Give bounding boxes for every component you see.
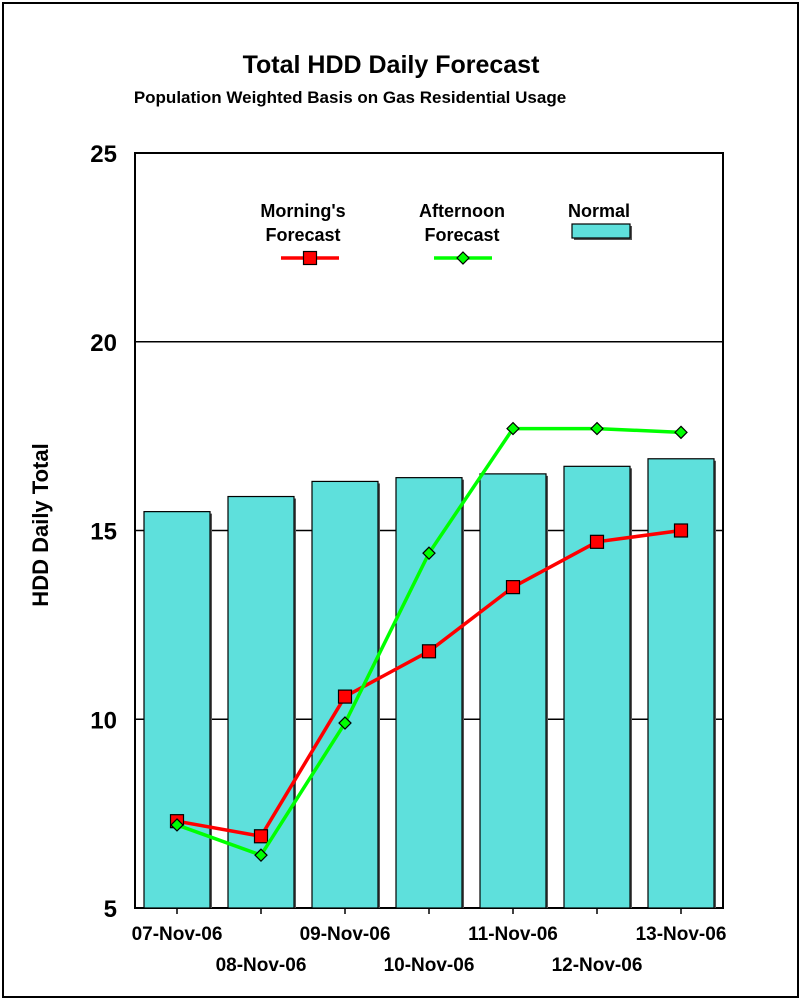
- legend-label-morning: Morning's: [260, 201, 345, 221]
- legend-label-normal: Normal: [568, 201, 630, 221]
- morning-point: [337, 689, 353, 704]
- morning-point: [421, 644, 437, 659]
- y-tick-label: 10: [90, 707, 117, 734]
- legend-label-morning: Forecast: [265, 225, 340, 245]
- legend: Morning's Forecast Afternoon Forecast Normal: [260, 201, 632, 266]
- chart-title: Total HDD Daily Forecast: [243, 51, 541, 79]
- x-tick-label: 13-Nov-06: [636, 924, 727, 945]
- afternoon-point: [170, 818, 184, 832]
- morning-point: [673, 523, 689, 538]
- bar: [395, 477, 463, 909]
- morning-point: [505, 580, 521, 595]
- x-tick-label: 10-Nov-06: [384, 955, 475, 976]
- x-tick-label: 09-Nov-06: [300, 924, 391, 945]
- legend-marker-morning: [302, 250, 318, 266]
- y-tick-label: 20: [90, 330, 117, 357]
- afternoon-point: [254, 848, 268, 862]
- chart-subtitle: Population Weighted Basis on Gas Residen…: [134, 88, 566, 107]
- morning-point: [253, 829, 269, 844]
- legend-marker-afternoon: [456, 251, 470, 265]
- afternoon-point: [674, 425, 688, 440]
- afternoon-point: [422, 546, 436, 560]
- morning-point: [589, 534, 605, 549]
- legend-label-afternoon: Forecast: [424, 225, 499, 245]
- plot-area: 5 10 15 20 25 07-Nov-06 08-Nov-06 09-Nov-06 10-N…: [90, 141, 726, 976]
- x-tick-label: 07-Nov-06: [132, 924, 223, 945]
- y-tick-label: 5: [104, 896, 117, 923]
- afternoon-point: [590, 421, 604, 436]
- y-axis-label: HDD Daily Total: [28, 443, 53, 606]
- afternoon-point: [506, 421, 520, 436]
- afternoon-point: [338, 716, 352, 730]
- x-tick-label: 12-Nov-06: [552, 955, 643, 976]
- bar: [479, 473, 547, 909]
- x-tick-label: 11-Nov-06: [468, 924, 558, 945]
- y-tick-label: 15: [90, 519, 117, 546]
- x-tick-label: 08-Nov-06: [216, 955, 307, 976]
- legend-label-afternoon: Afternoon: [419, 201, 505, 221]
- y-tick-label: 25: [90, 141, 117, 168]
- bar: [143, 511, 211, 909]
- bar: [563, 465, 631, 909]
- legend-swatch-normal: [571, 223, 631, 239]
